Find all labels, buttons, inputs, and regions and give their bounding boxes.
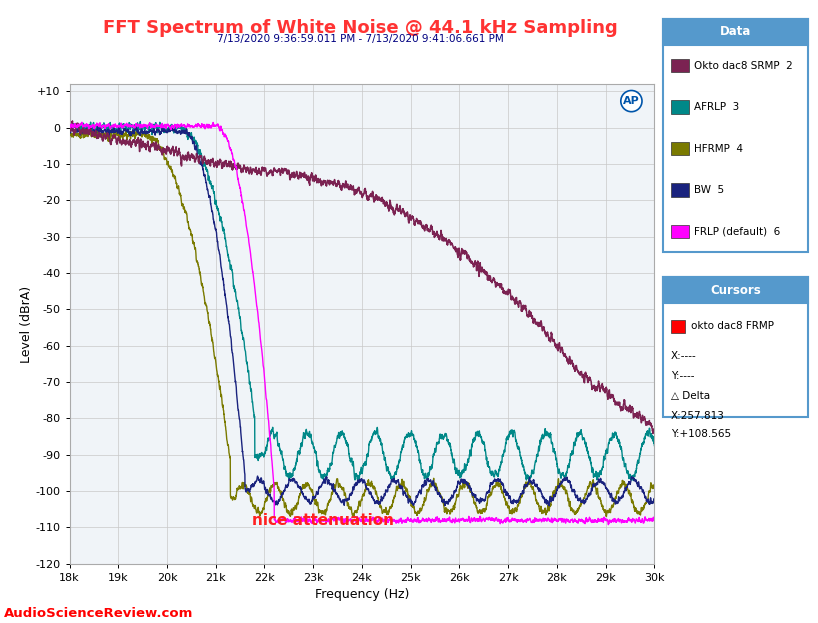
Text: 7/13/2020 9:36:59.011 PM - 7/13/2020 9:41:06.661 PM: 7/13/2020 9:36:59.011 PM - 7/13/2020 9:4… xyxy=(217,34,503,44)
Text: AudioScienceReview.com: AudioScienceReview.com xyxy=(4,607,194,620)
Text: FFT Spectrum of White Noise @ 44.1 kHz Sampling: FFT Spectrum of White Noise @ 44.1 kHz S… xyxy=(102,19,618,37)
Text: AP: AP xyxy=(623,96,640,106)
Text: X:----: X:---- xyxy=(671,351,696,361)
Text: BW  5: BW 5 xyxy=(694,185,725,195)
Text: Y:----: Y:---- xyxy=(671,371,694,381)
Text: Cursors: Cursors xyxy=(710,284,761,297)
Text: AFRLP  3: AFRLP 3 xyxy=(694,102,739,112)
Text: X:257.813: X:257.813 xyxy=(671,411,725,421)
Text: okto dac8 FRMP: okto dac8 FRMP xyxy=(691,321,774,331)
Text: Okto dac8 SRMP  2: Okto dac8 SRMP 2 xyxy=(694,60,793,70)
Text: △ Delta: △ Delta xyxy=(671,391,710,401)
Text: FRLP (default)  6: FRLP (default) 6 xyxy=(694,227,780,237)
Text: Data: Data xyxy=(720,26,751,38)
Text: nice attenuation: nice attenuation xyxy=(252,513,394,528)
Text: HFRMP  4: HFRMP 4 xyxy=(694,143,744,154)
X-axis label: Frequency (Hz): Frequency (Hz) xyxy=(315,588,409,601)
Text: Y:+108.565: Y:+108.565 xyxy=(671,429,731,439)
Y-axis label: Level (dBrA): Level (dBrA) xyxy=(20,285,33,363)
